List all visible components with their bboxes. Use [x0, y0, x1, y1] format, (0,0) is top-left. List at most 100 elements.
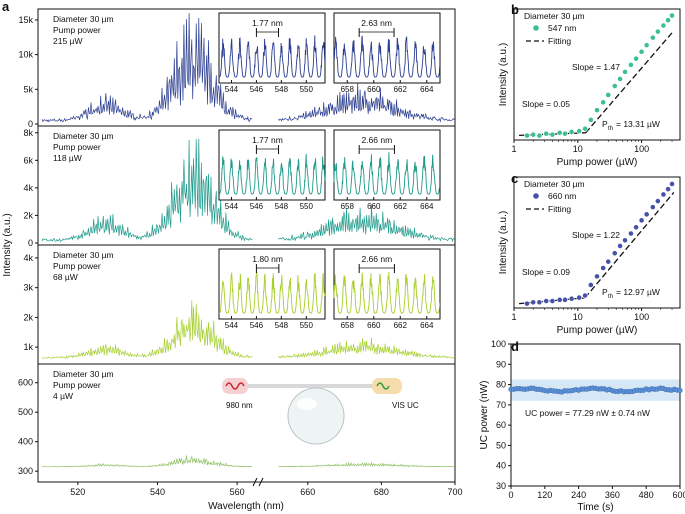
- inset-tick-label: 662: [394, 202, 408, 211]
- inset-spacing-label: 2.63 nm: [361, 18, 392, 28]
- legend-title: Diameter 30 µm: [524, 11, 585, 21]
- panel-c: 1 10 100 Diameter 30 µm 660 nm Fitting Slope =…: [498, 176, 681, 336]
- data-point: [587, 282, 594, 288]
- x-tick-label: 10: [573, 144, 583, 154]
- inset-tick-label: 664: [420, 321, 434, 330]
- data-point: [562, 130, 568, 137]
- threshold-subscript: th: [608, 126, 613, 132]
- power-value: 215 µW: [53, 36, 82, 46]
- data-point: [600, 99, 607, 106]
- power-label: Pump power: [53, 142, 101, 152]
- x-tick-label: 100: [634, 312, 649, 322]
- panel-d: 30 40 50 60 70 80 90 100 0 120 240 360 480 600 UC powe…: [479, 339, 685, 513]
- x-tick-label: 560: [230, 487, 245, 497]
- subplot-frame: [37, 363, 456, 483]
- axis-break-gap: [257, 365, 271, 481]
- y-axis-label: UC power (nW): [479, 381, 490, 450]
- y-tick-label: 50: [496, 440, 506, 450]
- data-point: [649, 204, 656, 210]
- inset-tick-label: 660: [367, 321, 381, 330]
- inset-1: 658 660 662 664 2.66 nm: [333, 129, 441, 211]
- inset-tick-label: 548: [275, 85, 289, 94]
- inset-spectrum: [333, 152, 441, 195]
- microsphere: [287, 387, 345, 445]
- inset-frame: [333, 248, 441, 320]
- slope-high-label: Slope = 1.47: [572, 62, 620, 72]
- fiber-left: [224, 384, 316, 388]
- inset-frame: [333, 129, 441, 201]
- sample-label: Diameter 30 µm: [53, 131, 114, 141]
- x-axis-label: Wavelength (nm): [208, 501, 284, 512]
- y-tick-label: 3k: [23, 283, 33, 293]
- fit-line-high: [584, 192, 675, 299]
- inset-tick-label: 546: [250, 85, 264, 94]
- data-point: [617, 76, 623, 82]
- power-value: 118 µW: [53, 153, 82, 163]
- y-axis-label: Intensity (a.u.): [2, 213, 13, 276]
- inset-tick-label: 550: [300, 321, 314, 330]
- x-axis-label: Time (s): [577, 502, 613, 513]
- inset-tick-label: 548: [275, 321, 289, 330]
- panel-label-a: a: [2, 0, 10, 14]
- schematic-right-label: VIS UC: [392, 401, 419, 410]
- inset-spectrum: [219, 271, 326, 314]
- spectrum-line: [41, 138, 253, 243]
- y-tick-label: 0: [28, 238, 33, 248]
- x-tick-label: 240: [571, 490, 586, 500]
- microsphere-schematic: 980 nm VIS UC: [222, 378, 419, 445]
- x-tick-label: 700: [447, 487, 462, 497]
- data-point: [665, 186, 671, 193]
- inset-spacing-label: 1.77 nm: [252, 135, 283, 145]
- data-point: [582, 125, 588, 132]
- x-tick-label: 100: [634, 144, 649, 154]
- spectrum-line: [41, 455, 253, 468]
- ir-wave-icon: [225, 382, 245, 390]
- data-point: [562, 296, 568, 303]
- panel-label-d: d: [511, 339, 519, 354]
- data-point: [576, 128, 583, 134]
- data-point: [633, 55, 639, 62]
- data-point: [622, 237, 628, 244]
- input-glow: [222, 378, 248, 394]
- data-point: [582, 292, 588, 299]
- inset-frame: [333, 12, 441, 84]
- y-tick-label: 90: [496, 359, 506, 369]
- data-point: [611, 250, 618, 257]
- threshold-prefix: P: [602, 287, 608, 297]
- inset-spectrum: [333, 35, 441, 78]
- schematic-left-label: 980 nm: [226, 401, 253, 410]
- panel-b: 1 10 100 Diameter 30 µm 547 nm Fitting Slope =…: [498, 8, 681, 168]
- data-point: [622, 68, 628, 75]
- x-axis-label: Pump power (µW): [557, 325, 638, 336]
- output-glow: [372, 378, 402, 394]
- data-point: [643, 211, 650, 218]
- inset-spacing-label: 2.66 nm: [361, 135, 392, 145]
- legend-title: Diameter 30 µm: [524, 179, 585, 189]
- data-point: [568, 295, 575, 302]
- inset-tick-label: 664: [420, 202, 434, 211]
- data-point: [594, 273, 600, 280]
- y-tick-label: 70: [496, 400, 506, 410]
- x-tick-label: 540: [150, 487, 165, 497]
- data-point: [633, 224, 639, 231]
- y-tick-label: 400: [18, 437, 33, 447]
- data-point: [587, 116, 594, 123]
- panel-label-c: c: [511, 171, 518, 186]
- y-tick-label: 6k: [23, 155, 33, 165]
- inset-tick-label: 658: [341, 321, 355, 330]
- inset-tick-label: 662: [394, 85, 408, 94]
- inset-tick-label: 658: [341, 85, 355, 94]
- y-tick-label: 8k: [23, 128, 33, 138]
- data-point: [549, 131, 556, 138]
- spectrum-line: [278, 204, 456, 243]
- data-point: [556, 129, 563, 136]
- y-tick-label: 80: [496, 380, 506, 390]
- y-tick-label: 100: [491, 339, 506, 349]
- inset-tick-label: 544: [225, 321, 239, 330]
- sample-label: Diameter 30 µm: [53, 369, 114, 379]
- data-point: [530, 131, 537, 138]
- data-point: [549, 298, 556, 304]
- y-tick-label: 10k: [18, 50, 33, 60]
